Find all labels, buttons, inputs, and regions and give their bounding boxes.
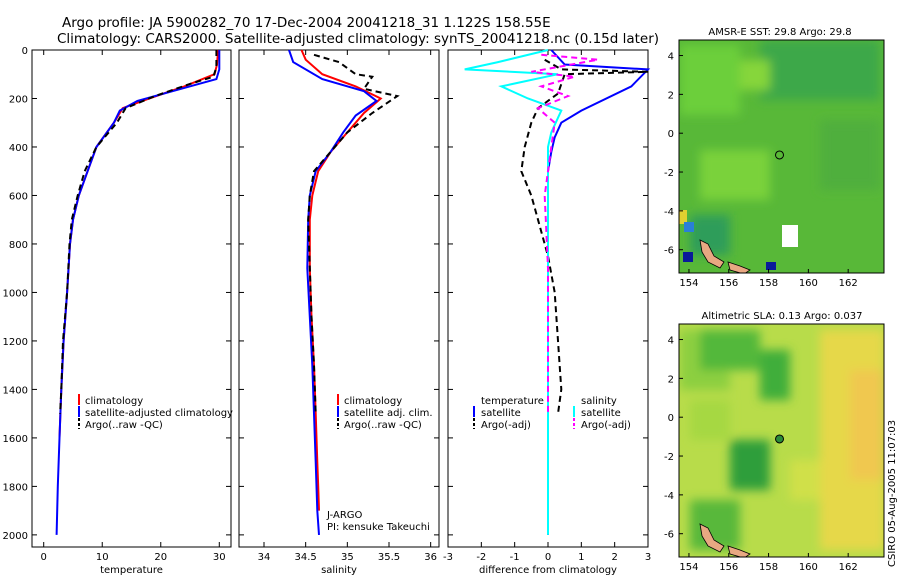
difference-legend: temperature satellite Argo(-adj) salinit…: [473, 396, 631, 431]
legend-label-climatology: climatology: [344, 396, 402, 407]
sst-map: AMSR-E SST: 29.8 Argo: 29.8 154 156 158 160…: [664, 27, 885, 289]
series-line-temperature-argo-adj-: [520, 58, 649, 414]
legend-label-sal-argo: Argo(-adj): [581, 420, 631, 431]
x-tick-label: 30: [213, 552, 226, 563]
series-line-satellite-adj-clim-: [288, 49, 379, 535]
map-y-tick-label: 2: [668, 374, 674, 385]
map-y-tick-label: -2: [664, 168, 674, 179]
map-x-tick-label: 154: [679, 562, 698, 573]
x-axis-label: difference from climatology: [479, 565, 617, 576]
x-tick-label: 20: [154, 552, 167, 563]
argo-position-marker: [775, 434, 785, 444]
sst-map-title: AMSR-E SST: 29.8 Argo: 29.8: [708, 27, 851, 38]
legend-label-climatology: climatology: [85, 396, 143, 407]
x-tick-label: 2: [611, 552, 617, 563]
y-tick-label: 1200: [3, 337, 28, 348]
legend-label-temp-satellite: satellite: [481, 408, 521, 419]
sla-map-frame: [678, 323, 885, 558]
map-x-tick-label: 156: [719, 278, 738, 289]
map-x-tick-label: 156: [719, 562, 738, 573]
x-tick-label: 0: [545, 552, 551, 563]
x-tick-label: 10: [96, 552, 109, 563]
series-line-salinity-argo-adj-: [531, 53, 599, 414]
legend-label-argo: Argo(..raw -QC): [85, 420, 163, 431]
map-y-tick-label: -4: [664, 207, 674, 218]
y-tick-label: 200: [9, 94, 28, 105]
map-x-tick-label: 162: [839, 278, 858, 289]
map-x-tick-label: 160: [799, 562, 818, 573]
x-tick-label: -1: [510, 552, 520, 563]
salinity-panel: 34 34.5 35 35.5 36 salinity: [238, 49, 440, 576]
legend-label-satellite-adjusted: satellite-adjusted climatology: [85, 408, 233, 419]
x-tick-label: -3: [443, 552, 453, 563]
legend-label-temp-argo: Argo(-adj): [481, 420, 531, 431]
x-tick-label: 0: [41, 552, 47, 563]
temperature-axes: [31, 49, 232, 548]
legend-heading-salinity: salinity: [581, 396, 617, 407]
x-tick-label: 3: [645, 552, 651, 563]
x-tick-label: 34.5: [295, 552, 317, 563]
sst-map-field: [679, 40, 884, 273]
side-label: CSIRO 05-Aug-2005 11:07:03: [887, 420, 898, 567]
y-tick-label: 1600: [3, 434, 28, 445]
sst-map-frame: [678, 39, 885, 274]
x-tick-label: 35: [341, 552, 354, 563]
series-line-argo-raw-qc-: [59, 50, 218, 414]
x-tick-label: 1: [578, 552, 584, 563]
map-x-tick-label: 160: [799, 278, 818, 289]
y-tick-label: 400: [9, 143, 28, 154]
argo-position-marker: [775, 150, 785, 160]
map-y-tick-label: 2: [668, 90, 674, 101]
header-line2: Climatology: CARS2000. Satellite-adjuste…: [57, 31, 659, 47]
x-tick-label: 35.5: [378, 552, 400, 563]
y-tick-label: 800: [9, 240, 28, 251]
map-x-tick-label: 154: [679, 278, 698, 289]
y-tick-label: 1000: [3, 288, 28, 299]
y-tick-label: 0: [22, 46, 28, 57]
legend-label-sal-satellite: satellite: [581, 408, 621, 419]
y-tick-label: 1800: [3, 482, 28, 493]
map-y-tick-label: 4: [668, 336, 674, 347]
map-y-tick-label: 4: [668, 52, 674, 63]
temperature-panel: 0 10 20 30 0 200 400 600 800 1000 1200 1400 1600 1800…: [3, 46, 232, 576]
x-tick-label: 34: [258, 552, 271, 563]
x-axis-label: temperature: [100, 565, 163, 576]
map-y-tick-label: 0: [668, 413, 674, 424]
series-line-salinity-satellite: [464, 49, 563, 535]
map-y-tick-label: 0: [668, 129, 674, 140]
annotation-j-argo: J-ARGO: [326, 510, 363, 521]
map-x-tick-label: 162: [839, 562, 858, 573]
legend-label-satellite-adj: satellite adj. clim.: [344, 408, 433, 419]
sla-map-title: Altimetric SLA: 0.13 Argo: 0.037: [702, 311, 863, 322]
header-line1: Argo profile: JA 5900282_70 17-Dec-2004 …: [62, 15, 551, 31]
map-y-tick-label: -2: [664, 452, 674, 463]
y-tick-label: 1400: [3, 385, 28, 396]
legend-heading-temperature: temperature: [481, 396, 544, 407]
temperature-legend: climatology satellite-adjusted climatolo…: [78, 394, 233, 431]
y-tick-label: 2000: [3, 531, 28, 542]
y-tick-label: 600: [9, 191, 28, 202]
x-tick-label: 36: [424, 552, 437, 563]
salinity-legend: climatology satellite adj. clim. Argo(..…: [326, 394, 433, 533]
x-axis-label: salinity: [321, 565, 357, 576]
difference-panel: -3 -2 -1 0 1 2 3 difference from climatology: [443, 49, 651, 576]
map-x-tick-label: 158: [759, 278, 778, 289]
salinity-axes: [238, 49, 440, 548]
map-y-tick-label: -4: [664, 491, 674, 502]
series-line-climatology: [300, 49, 383, 511]
map-y-tick-label: -6: [664, 530, 674, 541]
map-x-tick-label: 158: [759, 562, 778, 573]
annotation-pi: PI: kensuke Takeuchi: [327, 522, 430, 533]
map-y-tick-label: -6: [664, 246, 674, 257]
sla-map: Altimetric SLA: 0.13 Argo: 0.037 154 156 1…: [664, 311, 885, 573]
legend-label-argo: Argo(..raw -QC): [344, 420, 422, 431]
x-tick-label: -2: [476, 552, 486, 563]
series-line-argo-raw-qc-: [307, 53, 400, 414]
